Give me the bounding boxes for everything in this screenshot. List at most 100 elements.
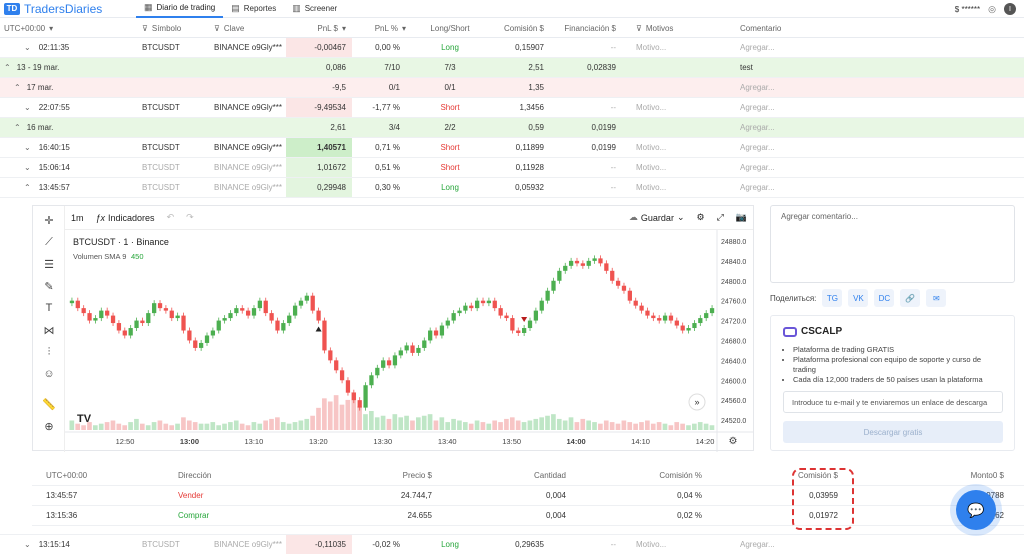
indicators-button[interactable]: ƒx Indicadores <box>90 213 161 223</box>
link-icon[interactable]: 🔗 <box>900 289 921 307</box>
settings-icon[interactable]: ⚙ <box>696 212 705 222</box>
comment-input[interactable]: Agregar... <box>740 540 775 549</box>
table-row[interactable]: ⌄ 16:40:15 BTCUSDT BINANCE o9Gly*** 1,405… <box>0 138 1024 158</box>
comment-textarea[interactable]: Agregar comentario... <box>770 205 1015 283</box>
pnl-value: -9,49534 <box>286 98 352 117</box>
comment-input[interactable]: Agregar... <box>740 103 775 112</box>
candle-body <box>604 263 609 271</box>
comment-input[interactable]: Agregar... <box>740 183 775 192</box>
comment-input[interactable]: Agregar... <box>740 43 775 52</box>
volume-bar <box>239 423 245 430</box>
x-tick-label: 13:00 <box>180 437 199 446</box>
chevron-up-icon[interactable]: ⌃ <box>14 83 21 92</box>
volume-bar <box>386 418 392 430</box>
group-row[interactable]: ⌃ 13 - 19 mar. 0,086 7/10 7/3 2,51 0,0283… <box>0 58 1024 78</box>
download-button[interactable]: Descargar gratis <box>783 421 1003 443</box>
redo-icon[interactable]: ↷ <box>186 212 194 222</box>
chevron-down-icon[interactable]: ⌄ <box>24 163 31 172</box>
discord-icon[interactable]: DC <box>874 289 895 307</box>
brush-icon[interactable]: ✎ <box>44 280 54 293</box>
email-field[interactable]: Introduce tu e-mail y te enviaremos un e… <box>783 391 1003 413</box>
pattern-icon[interactable]: ⋈ <box>43 324 55 337</box>
price-chart[interactable]: Volumen SMA 9 450 TV 24880.0 24840.0 24800… <box>65 230 753 452</box>
text-icon[interactable]: T <box>45 302 53 314</box>
interval-button[interactable]: 1m <box>71 212 84 223</box>
camera-icon[interactable]: 📷 <box>735 212 747 222</box>
chevron-down-icon[interactable]: ⌄ <box>24 143 31 152</box>
chevron-up-icon[interactable]: ⌃ <box>4 63 11 72</box>
eye-off-icon[interactable]: ◎ <box>988 3 996 14</box>
crosshair-icon[interactable]: ✛ <box>44 214 54 227</box>
emoji-icon[interactable]: ☺ <box>43 368 55 380</box>
group-row[interactable]: ⌃ 17 mar. -9,5 0/1 0/1 1,35 Agregar... <box>0 78 1024 98</box>
table-row-expanded[interactable]: ⌃ 13:45:57 BTCUSDT BINANCE o9Gly*** 0,299… <box>0 178 1024 198</box>
avatar[interactable]: I <box>1004 3 1016 15</box>
candle-body <box>674 320 679 326</box>
comment-input[interactable]: test <box>740 63 753 72</box>
reasons-input[interactable]: Motivo... <box>636 103 667 112</box>
chevron-down-icon[interactable]: ⌄ <box>24 43 31 52</box>
table-row[interactable]: ⌄ 13:15:14 BTCUSDT BINANCE o9Gly*** -0,11… <box>0 534 1024 554</box>
header-pnl[interactable]: PnL $ ▾ <box>286 19 346 37</box>
nav-screener[interactable]: ▥ Screener <box>284 0 345 18</box>
header-financing[interactable]: Financiación $ <box>564 23 616 33</box>
ruler-icon[interactable]: 📏 <box>42 398 56 411</box>
comment-input[interactable]: Agregar... <box>740 123 775 132</box>
reasons-input[interactable]: Motivo... <box>636 183 667 192</box>
chevron-up-icon[interactable]: ⌃ <box>14 123 21 132</box>
header-reasons[interactable]: ⊽ Motivos <box>636 19 696 37</box>
save-button[interactable]: ☁ Guardar ⌄ <box>623 212 691 223</box>
vk-icon[interactable]: VK <box>848 289 869 307</box>
reasons-input[interactable]: Motivo... <box>636 43 667 52</box>
scroll-right-button[interactable] <box>688 393 706 411</box>
highlight-annotation <box>792 468 854 530</box>
undo-icon[interactable]: ↶ <box>166 212 175 222</box>
chevron-down-icon[interactable]: ⌄ <box>24 103 31 112</box>
trend-line-icon[interactable]: ⟋ <box>45 235 53 248</box>
volume-bar <box>75 423 81 430</box>
table-row[interactable]: ⌄ 15:06:14 BTCUSDT BINANCE o9Gly*** 1,016… <box>0 158 1024 178</box>
y-tick-label: 24760.0 <box>721 299 746 306</box>
pct-value: 0,00 % <box>375 43 400 52</box>
reasons-input[interactable]: Motivo... <box>636 143 667 152</box>
cscalp-features: Plataforma de trading GRATIS Plataforma … <box>783 345 1002 385</box>
app-logo[interactable]: TD TradersDiaries <box>4 2 136 16</box>
table-row[interactable]: ⌄ 22:07:55 BTCUSDT BINANCE o9Gly*** -9,49… <box>0 98 1024 118</box>
execution-row: 13:15:36 Comprar 24.655 0,004 0,02 % 0,0… <box>32 506 1024 526</box>
nav-journal[interactable]: ▦ Diario de trading <box>136 0 224 18</box>
volume-bar <box>210 422 216 430</box>
zoom-in-icon[interactable]: ⊕ <box>44 420 54 433</box>
chat-icon[interactable]: 💬 <box>956 490 996 530</box>
horizontal-lines-icon[interactable]: ☰ <box>44 258 54 271</box>
volume-bar <box>145 425 151 430</box>
y-tick-label: 24680.0 <box>721 338 746 345</box>
x-tick-label: 13:10 <box>244 437 263 446</box>
pnl-value: -9,5 <box>332 83 346 92</box>
volume-bar <box>551 414 556 430</box>
header-symbol[interactable]: ⊽ Símbolo <box>142 19 202 37</box>
header-key[interactable]: ⊽ Clave <box>214 19 274 37</box>
comment-input[interactable]: Agregar... <box>740 163 775 172</box>
chart-toolbar: 1m ƒx Indicadores ↶ ↷ ☁ Guardar ⌄ ⚙ ⤢ 📷 <box>65 206 753 230</box>
reasons-input[interactable]: Motivo... <box>636 540 667 549</box>
comment-input[interactable]: Agregar... <box>740 83 775 92</box>
fullscreen-icon[interactable]: ⤢ <box>716 212 724 222</box>
nav-reports[interactable]: ▤ Reportes <box>223 0 284 18</box>
measure-lines-icon[interactable]: ⫶ <box>47 345 51 358</box>
header-commission[interactable]: Comisión $ <box>503 23 544 33</box>
reasons-input[interactable]: Motivo... <box>636 163 667 172</box>
chevron-up-icon[interactable]: ⌃ <box>24 183 31 192</box>
header-side[interactable]: Long/Short <box>430 23 470 33</box>
volume-bar <box>186 420 192 430</box>
candle-body <box>187 330 192 341</box>
mail-icon[interactable]: ✉ <box>926 289 947 307</box>
group-row[interactable]: ⌃ 16 mar. 2,61 3/4 2/2 0,59 0,0199 Agrega… <box>0 118 1024 138</box>
axis-settings-icon[interactable]: ⚙ <box>729 436 738 447</box>
header-time[interactable]: UTC+00:00 ▾ <box>4 19 64 37</box>
chevron-down-icon[interactable]: ⌄ <box>24 540 31 549</box>
header-pnl-pct[interactable]: PnL % ▾ <box>346 19 406 37</box>
comment-input[interactable]: Agregar... <box>740 143 775 152</box>
telegram-icon[interactable]: TG <box>822 289 843 307</box>
x-tick-label: 12:50 <box>116 437 135 446</box>
table-row[interactable]: ⌄ 02:11:35 BTCUSDT BINANCE o9Gly*** -0,00… <box>0 38 1024 58</box>
